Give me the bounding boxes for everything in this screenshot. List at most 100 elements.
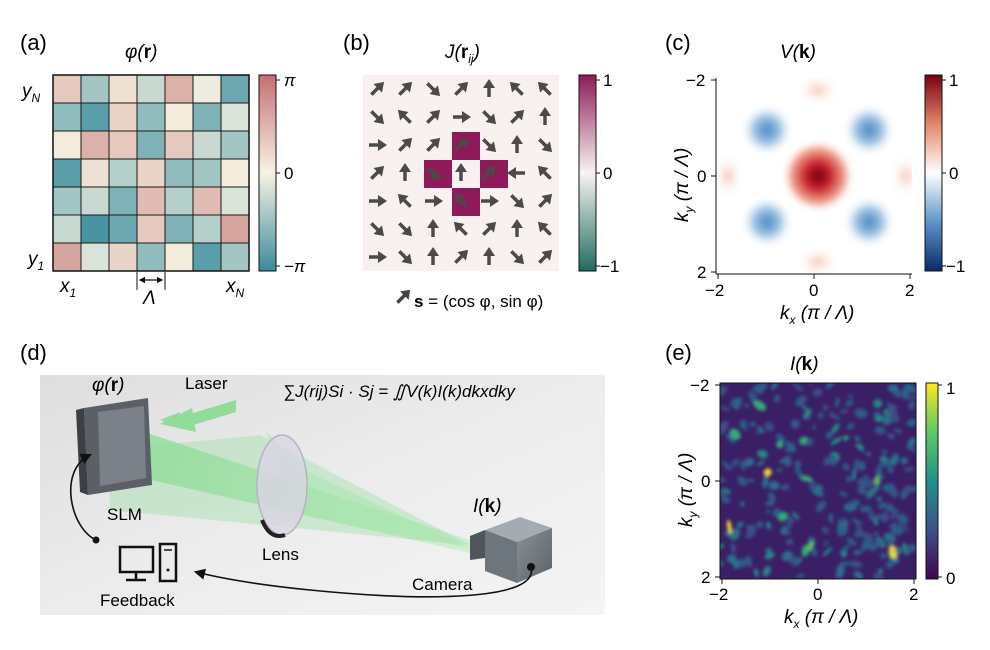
v-ytick-label-3: 2 (697, 263, 706, 282)
spin-arrow-icon (426, 137, 441, 152)
speckle-grain (762, 475, 769, 489)
speckle-grain (901, 384, 912, 397)
spin-arrow-icon (483, 247, 495, 265)
speckle-grain (890, 525, 904, 536)
cb-a-top-label: π (284, 71, 296, 90)
speckle-grain (886, 537, 893, 548)
spin-arrow-icon (510, 109, 525, 124)
speckle-grain (878, 568, 884, 574)
speckle-grain (893, 428, 903, 434)
speckle-grain (881, 449, 888, 455)
speckle-grain (839, 544, 851, 553)
v-xtick-label-2: 0 (809, 281, 818, 300)
speckle-grain (891, 414, 900, 423)
speckle-grain (879, 455, 888, 462)
spin-arrow-icon (370, 81, 385, 96)
spin-arrow-icon (370, 222, 385, 237)
speckle-grain (790, 445, 796, 452)
cb-c-bottom-label: −1 (946, 257, 965, 276)
phase-cell (52, 130, 82, 160)
phase-cell (220, 242, 250, 272)
spin-legend-text: s = (cos φ, sin φ) (414, 292, 543, 311)
phase-cell (192, 214, 222, 244)
speckle-grain (731, 458, 739, 467)
phase-cell (136, 130, 166, 160)
phase-cell (80, 102, 110, 132)
lambda-label: Λ (142, 288, 156, 309)
lens-label: Lens (262, 545, 299, 564)
e-xlabel: kx (π / Λ) (784, 607, 858, 631)
speckle-grain (818, 412, 824, 419)
phase-cell (136, 242, 166, 272)
speckle-grain (825, 383, 836, 389)
phase-cell (80, 74, 110, 104)
speckle-grain (857, 485, 867, 495)
speckle-grain (836, 525, 848, 537)
feedback-arrow-to-slm (69, 453, 97, 541)
spin-arrow-icon (427, 219, 439, 237)
speckle-grain (729, 528, 741, 541)
speckle-grain (837, 518, 845, 531)
speckle-grain (859, 505, 872, 513)
slm-label: SLM (107, 505, 142, 524)
speckle-grain (736, 521, 744, 529)
speckle-grain (904, 466, 915, 472)
phase-cell (52, 102, 82, 132)
speckle-grain (767, 492, 776, 503)
spin-arrow-icon (482, 221, 497, 236)
speckle-grain (849, 560, 862, 568)
speckle-grain (749, 421, 756, 428)
phase-cell (80, 130, 110, 160)
speckle-grain (745, 526, 757, 539)
speckle-grain (821, 526, 830, 534)
phase-cell (136, 214, 166, 244)
spin-arrow-icon (538, 249, 553, 264)
speckle-grain (755, 521, 764, 528)
spin-arrow-icon (399, 163, 411, 181)
slm-panel (98, 406, 146, 486)
speckle-grain (813, 484, 822, 495)
spin-arrow-icon (454, 137, 469, 152)
speckle-grain (739, 462, 746, 471)
panel-e-label: (e) (665, 340, 692, 365)
speckle-grain (909, 445, 916, 453)
speckle-grain (853, 458, 860, 473)
panel-b-label: (b) (343, 30, 370, 55)
spin-arrow-icon (511, 219, 523, 237)
phase-cell (164, 74, 194, 104)
slm-phase-label: φ(r) (92, 375, 124, 396)
phase-cell (80, 214, 110, 244)
phase-cell (164, 130, 194, 160)
speckle-grain (785, 538, 794, 546)
speckle-grain (868, 510, 874, 521)
spin-arrow-icon (427, 247, 439, 265)
phase-cell (192, 242, 222, 272)
speckle-grain (812, 425, 817, 430)
phase-cell (192, 74, 222, 104)
speckle-grain (887, 466, 894, 474)
v-central-peak (782, 140, 854, 212)
speckle-grain (846, 423, 855, 430)
speckle-grain (888, 545, 898, 559)
speckle-grain (853, 570, 864, 579)
v-ytick-label-2: 0 (697, 167, 706, 186)
phase-cell (108, 214, 138, 244)
v-xlabel: kx (π / Λ) (780, 303, 854, 327)
speckle-grain (756, 426, 761, 435)
speckle-grain (790, 419, 801, 428)
speckle-grain (762, 566, 771, 577)
e-ylabel: ky (π / Λ) (676, 453, 700, 527)
panel-a-title: φ(r) (125, 42, 157, 63)
spin-arrow-icon (537, 165, 552, 180)
v-side-top (796, 78, 840, 106)
speckle-grain (729, 428, 741, 441)
phase-cell (52, 186, 82, 216)
panel-c-title: V(k) (780, 42, 816, 63)
speckle-grain (851, 518, 863, 526)
speckle-grain (730, 397, 743, 407)
speckle-grain (811, 547, 818, 557)
speckle-map (720, 383, 916, 579)
speckle-grain (791, 511, 800, 521)
intensity-colorbar (925, 382, 939, 580)
